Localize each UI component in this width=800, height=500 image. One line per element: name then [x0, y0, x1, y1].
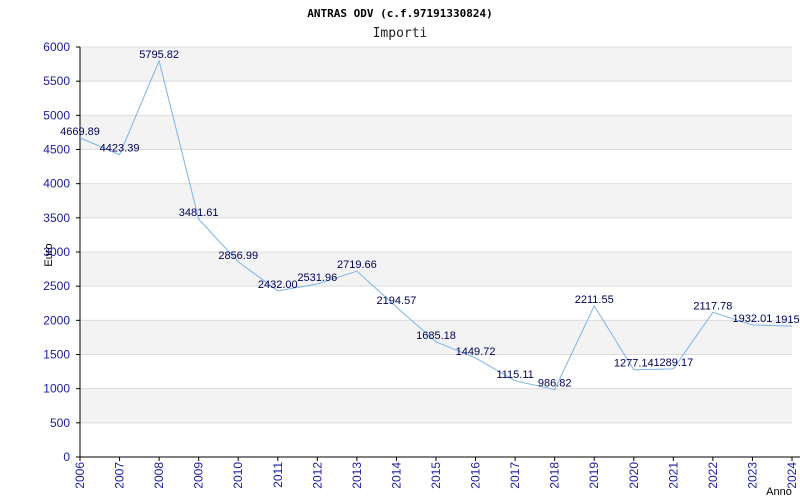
y-tick-label: 4000 [43, 177, 70, 191]
data-label: 1685.18 [416, 330, 456, 342]
chart-subtitle: Importi [373, 26, 428, 41]
x-tick-label: 2006 [73, 462, 87, 489]
plot-background [80, 47, 792, 423]
data-label: 1277.14 [614, 358, 654, 370]
x-tick-label: 2007 [113, 462, 127, 489]
x-tick-label: 2014 [389, 462, 403, 489]
y-tick-label: 1000 [43, 382, 70, 396]
data-label: 2211.55 [575, 294, 614, 306]
chart-title: ANTRAS ODV (c.f.97191330824) [307, 7, 492, 20]
y-tick-label: 4500 [43, 143, 70, 157]
x-tick-label: 2009 [192, 462, 206, 489]
series-polyline [79, 59, 793, 391]
data-label: 1115.11 [496, 369, 533, 381]
data-label: 986.82 [538, 378, 572, 390]
data-label: 3481.61 [179, 207, 219, 219]
grid-band [80, 388, 792, 423]
grid-band [80, 183, 792, 218]
y-tick-label: 2500 [43, 279, 70, 293]
y-tick-label: 6000 [43, 40, 70, 54]
x-tick-label: 2021 [666, 462, 680, 489]
x-tick-label: 2016 [469, 462, 483, 489]
data-label: 2719.66 [337, 259, 377, 271]
x-tick-label: 2024 [785, 462, 799, 489]
x-tick-label: 2019 [587, 462, 601, 489]
data-label: 2194.57 [377, 295, 417, 307]
grid-band [80, 252, 792, 287]
x-tick-label: 2022 [706, 462, 720, 489]
y-tick-label: 1500 [43, 348, 70, 362]
data-label: 1932.01 [733, 313, 773, 325]
y-tick-label: 0 [63, 450, 70, 464]
data-label: 1915.1 [775, 314, 800, 326]
y-tick-label: 5500 [43, 74, 70, 88]
y-tick-label: 2000 [43, 313, 70, 327]
data-label: 2856.99 [218, 250, 258, 262]
data-label: 2117.78 [693, 300, 732, 312]
x-axis-label: Anno [766, 486, 792, 498]
x-tick-label: 2013 [350, 462, 364, 489]
y-tick-label: 3000 [43, 245, 70, 259]
data-label: 5795.82 [139, 49, 179, 61]
x-tick-label: 2023 [745, 462, 759, 489]
x-tick-label: 2008 [152, 462, 166, 489]
x-tick-label: 2017 [508, 462, 522, 489]
x-tick-label: 2012 [310, 462, 324, 489]
x-axis-ticks: 2006 2007 2008 2009 2010 2011 2012 2013 2014 2015… [73, 457, 799, 489]
y-axis-ticks: 0 500 1000 1500 2000 2500 3000 3500 4000 4500 5000… [43, 40, 80, 464]
y-axis-label: Euro [43, 243, 55, 266]
series-line [79, 59, 793, 391]
x-tick-label: 2010 [231, 462, 245, 489]
data-label: 1289.17 [653, 357, 693, 369]
data-label: 4669.89 [60, 126, 100, 138]
grid-band [80, 47, 792, 82]
data-label: 2531.96 [297, 272, 337, 284]
x-tick-label: 2020 [627, 462, 641, 489]
y-tick-label: 5000 [43, 108, 70, 122]
data-label: 1449.72 [456, 346, 496, 358]
x-tick-label: 2018 [548, 462, 562, 489]
y-tick-label: 500 [50, 416, 70, 430]
y-tick-label: 3500 [43, 211, 70, 225]
data-label: 4423.39 [100, 143, 140, 155]
x-tick-label: 2011 [271, 462, 285, 488]
grid-band [80, 320, 792, 355]
x-tick-label: 2015 [429, 462, 443, 489]
data-label: 2432.00 [258, 279, 298, 291]
grid-band [80, 115, 792, 150]
